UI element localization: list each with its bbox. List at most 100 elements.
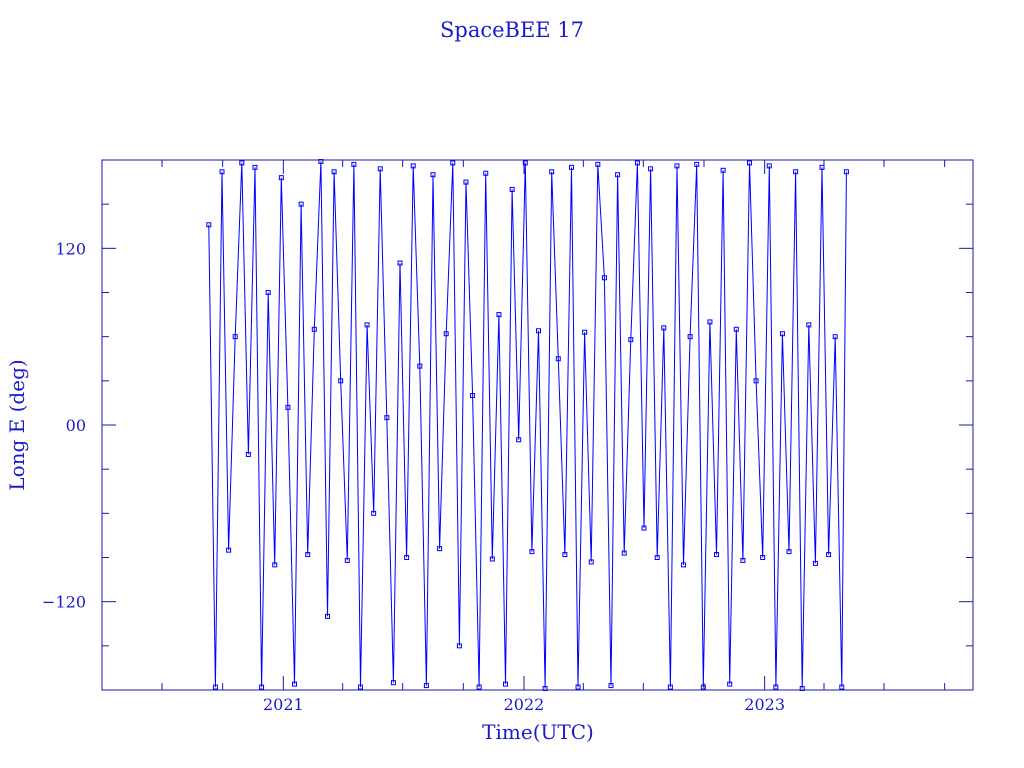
data-point [615, 172, 621, 178]
data-point [278, 175, 284, 181]
data-point [522, 160, 528, 166]
data-point [746, 160, 752, 166]
data-point [575, 684, 581, 690]
chart-title: SpaceBEE 17 [440, 18, 584, 42]
data-point [443, 331, 449, 337]
data-point [628, 337, 634, 343]
data-point [555, 356, 561, 362]
data-point [582, 329, 588, 335]
data-point [476, 684, 482, 690]
x-tick-label: 2021 [263, 695, 304, 714]
data-point [371, 510, 377, 516]
data-point [384, 415, 390, 421]
data-point [826, 552, 832, 558]
data-point [259, 684, 265, 690]
data-point [265, 290, 271, 295]
data-point [463, 179, 469, 185]
data-point [549, 169, 555, 175]
data-point [377, 166, 383, 172]
data-point [694, 161, 700, 167]
y-tick-label: 00 [66, 416, 86, 435]
data-point [206, 222, 212, 228]
data-point [674, 163, 680, 169]
data-point [450, 160, 456, 166]
data-point [483, 170, 489, 176]
data-point [496, 312, 502, 318]
data-point [601, 275, 607, 281]
data-point [562, 552, 568, 558]
data-point [727, 681, 733, 687]
x-axis-label: Time(UTC) [482, 720, 594, 744]
data-point [648, 166, 654, 172]
data-point [351, 161, 357, 167]
data-point [839, 684, 845, 690]
data-point [753, 378, 759, 384]
data-point [318, 158, 324, 164]
data-point [588, 559, 594, 565]
data-point [298, 201, 304, 207]
data-point [437, 546, 443, 552]
data-point [470, 393, 476, 399]
data-point [773, 684, 779, 690]
data-point [654, 555, 660, 560]
data-point [503, 681, 509, 687]
data-point [305, 552, 311, 558]
data-point [700, 684, 706, 690]
data-point [707, 319, 713, 325]
data-point [489, 556, 495, 562]
data-point [456, 643, 462, 649]
data-point [812, 560, 818, 566]
data-point [681, 562, 687, 568]
data-point [423, 683, 429, 689]
data-point [779, 331, 785, 337]
data-point [324, 613, 330, 619]
data-point [806, 322, 812, 328]
y-tick-label: 120 [55, 239, 86, 258]
data-point [390, 680, 396, 686]
data-point [344, 557, 350, 563]
data-point [529, 549, 535, 555]
data-point [219, 169, 225, 175]
data-point [766, 163, 772, 169]
data-point [397, 260, 403, 266]
data-point [595, 161, 601, 167]
data-point [509, 186, 515, 192]
x-tick-label: 2022 [504, 695, 545, 714]
data-point [793, 169, 799, 175]
data-point [357, 684, 363, 690]
data-point [245, 451, 251, 457]
data-point [819, 164, 825, 170]
data-point [535, 328, 541, 334]
data-point [338, 378, 344, 384]
data-point [311, 326, 317, 332]
data-point [430, 172, 436, 178]
y-axis-label: Long E (deg) [5, 359, 29, 490]
y-tick-label: −120 [42, 593, 86, 612]
data-point [832, 334, 838, 340]
data-point [404, 555, 410, 560]
data-layer [206, 158, 849, 692]
x-tick-label: 2023 [744, 695, 785, 714]
data-point [760, 555, 766, 560]
data-point [740, 557, 746, 563]
data-point [239, 160, 245, 166]
data-point [226, 547, 232, 553]
data-point [410, 163, 416, 169]
axes: 120 00 −120 2021 2022 2023 [42, 159, 974, 714]
data-point [641, 525, 647, 531]
data-point [634, 160, 640, 166]
data-point [608, 683, 614, 689]
data-point [212, 684, 218, 690]
data-point [714, 552, 720, 558]
data-point [285, 404, 291, 410]
data-point [568, 164, 574, 170]
data-point [364, 322, 370, 328]
data-point [720, 167, 726, 173]
data-point [786, 549, 792, 555]
data-point [272, 562, 278, 568]
series-line [208, 161, 847, 689]
data-point [667, 684, 673, 690]
data-point [733, 326, 739, 332]
data-point [687, 334, 693, 340]
